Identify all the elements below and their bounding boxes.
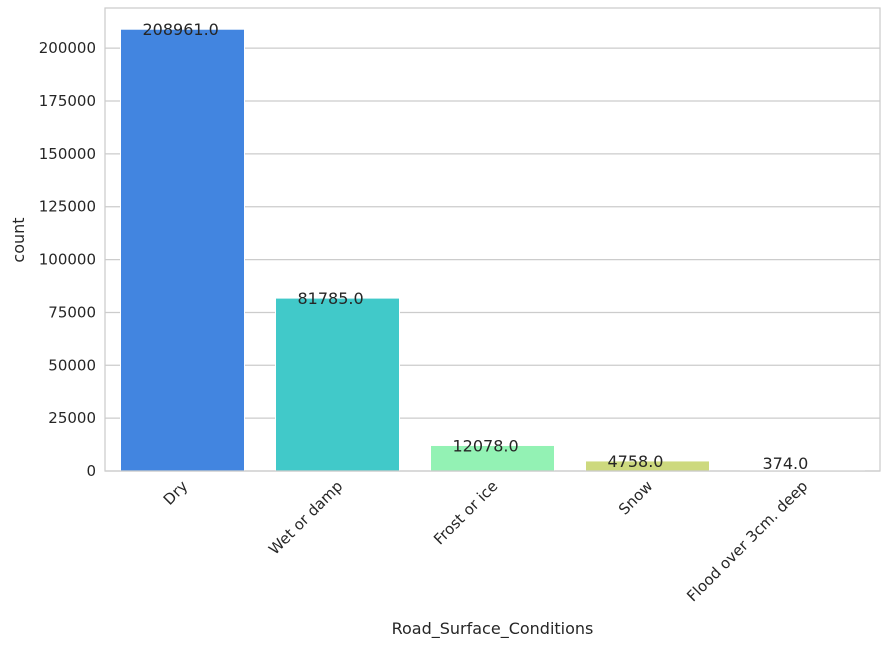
- bar-value-label: 81785.0: [298, 289, 364, 308]
- x-tick-label: Frost or ice: [430, 477, 501, 548]
- x-tick-label: Snow: [615, 477, 656, 518]
- y-tick-labels: 0 25000 50000 75000 100000 125000 150000 175000…: [39, 39, 96, 480]
- bar-value-label: 4758.0: [608, 452, 664, 471]
- y-tick-label: 75000: [48, 303, 96, 321]
- plot-frame: [104, 7, 881, 472]
- y-tick-label: 0: [86, 462, 96, 480]
- bar-value-label: 12078.0: [453, 436, 519, 455]
- y-tick-label: 25000: [48, 409, 96, 427]
- bar-value-labels: 208961.0 81785.0 12078.0 4758.0 374.0: [143, 20, 809, 473]
- bar: [430, 444, 555, 472]
- y-tick-label: 150000: [39, 145, 96, 163]
- x-tick-label: Dry: [160, 477, 192, 509]
- bar-value-label: 374.0: [763, 454, 809, 473]
- bar: [275, 297, 400, 472]
- bars: [120, 28, 865, 472]
- bar: [120, 28, 245, 472]
- y-axis-title: count: [9, 217, 28, 262]
- bar-value-label: 208961.0: [143, 20, 219, 39]
- x-axis-title: Road_Surface_Conditions: [392, 619, 594, 639]
- y-tick-label: 125000: [39, 198, 96, 216]
- x-tick-label: Wet or damp: [265, 477, 346, 558]
- x-tick-labels: Dry Wet or damp Frost or ice Snow Flood over…: [160, 477, 812, 605]
- y-tick-label: 50000: [48, 356, 96, 374]
- x-tick-label: Flood over 3cm. deep: [683, 477, 811, 605]
- y-tick-label: 100000: [39, 251, 96, 269]
- y-tick-label: 200000: [39, 39, 96, 57]
- y-tick-label: 175000: [39, 92, 96, 110]
